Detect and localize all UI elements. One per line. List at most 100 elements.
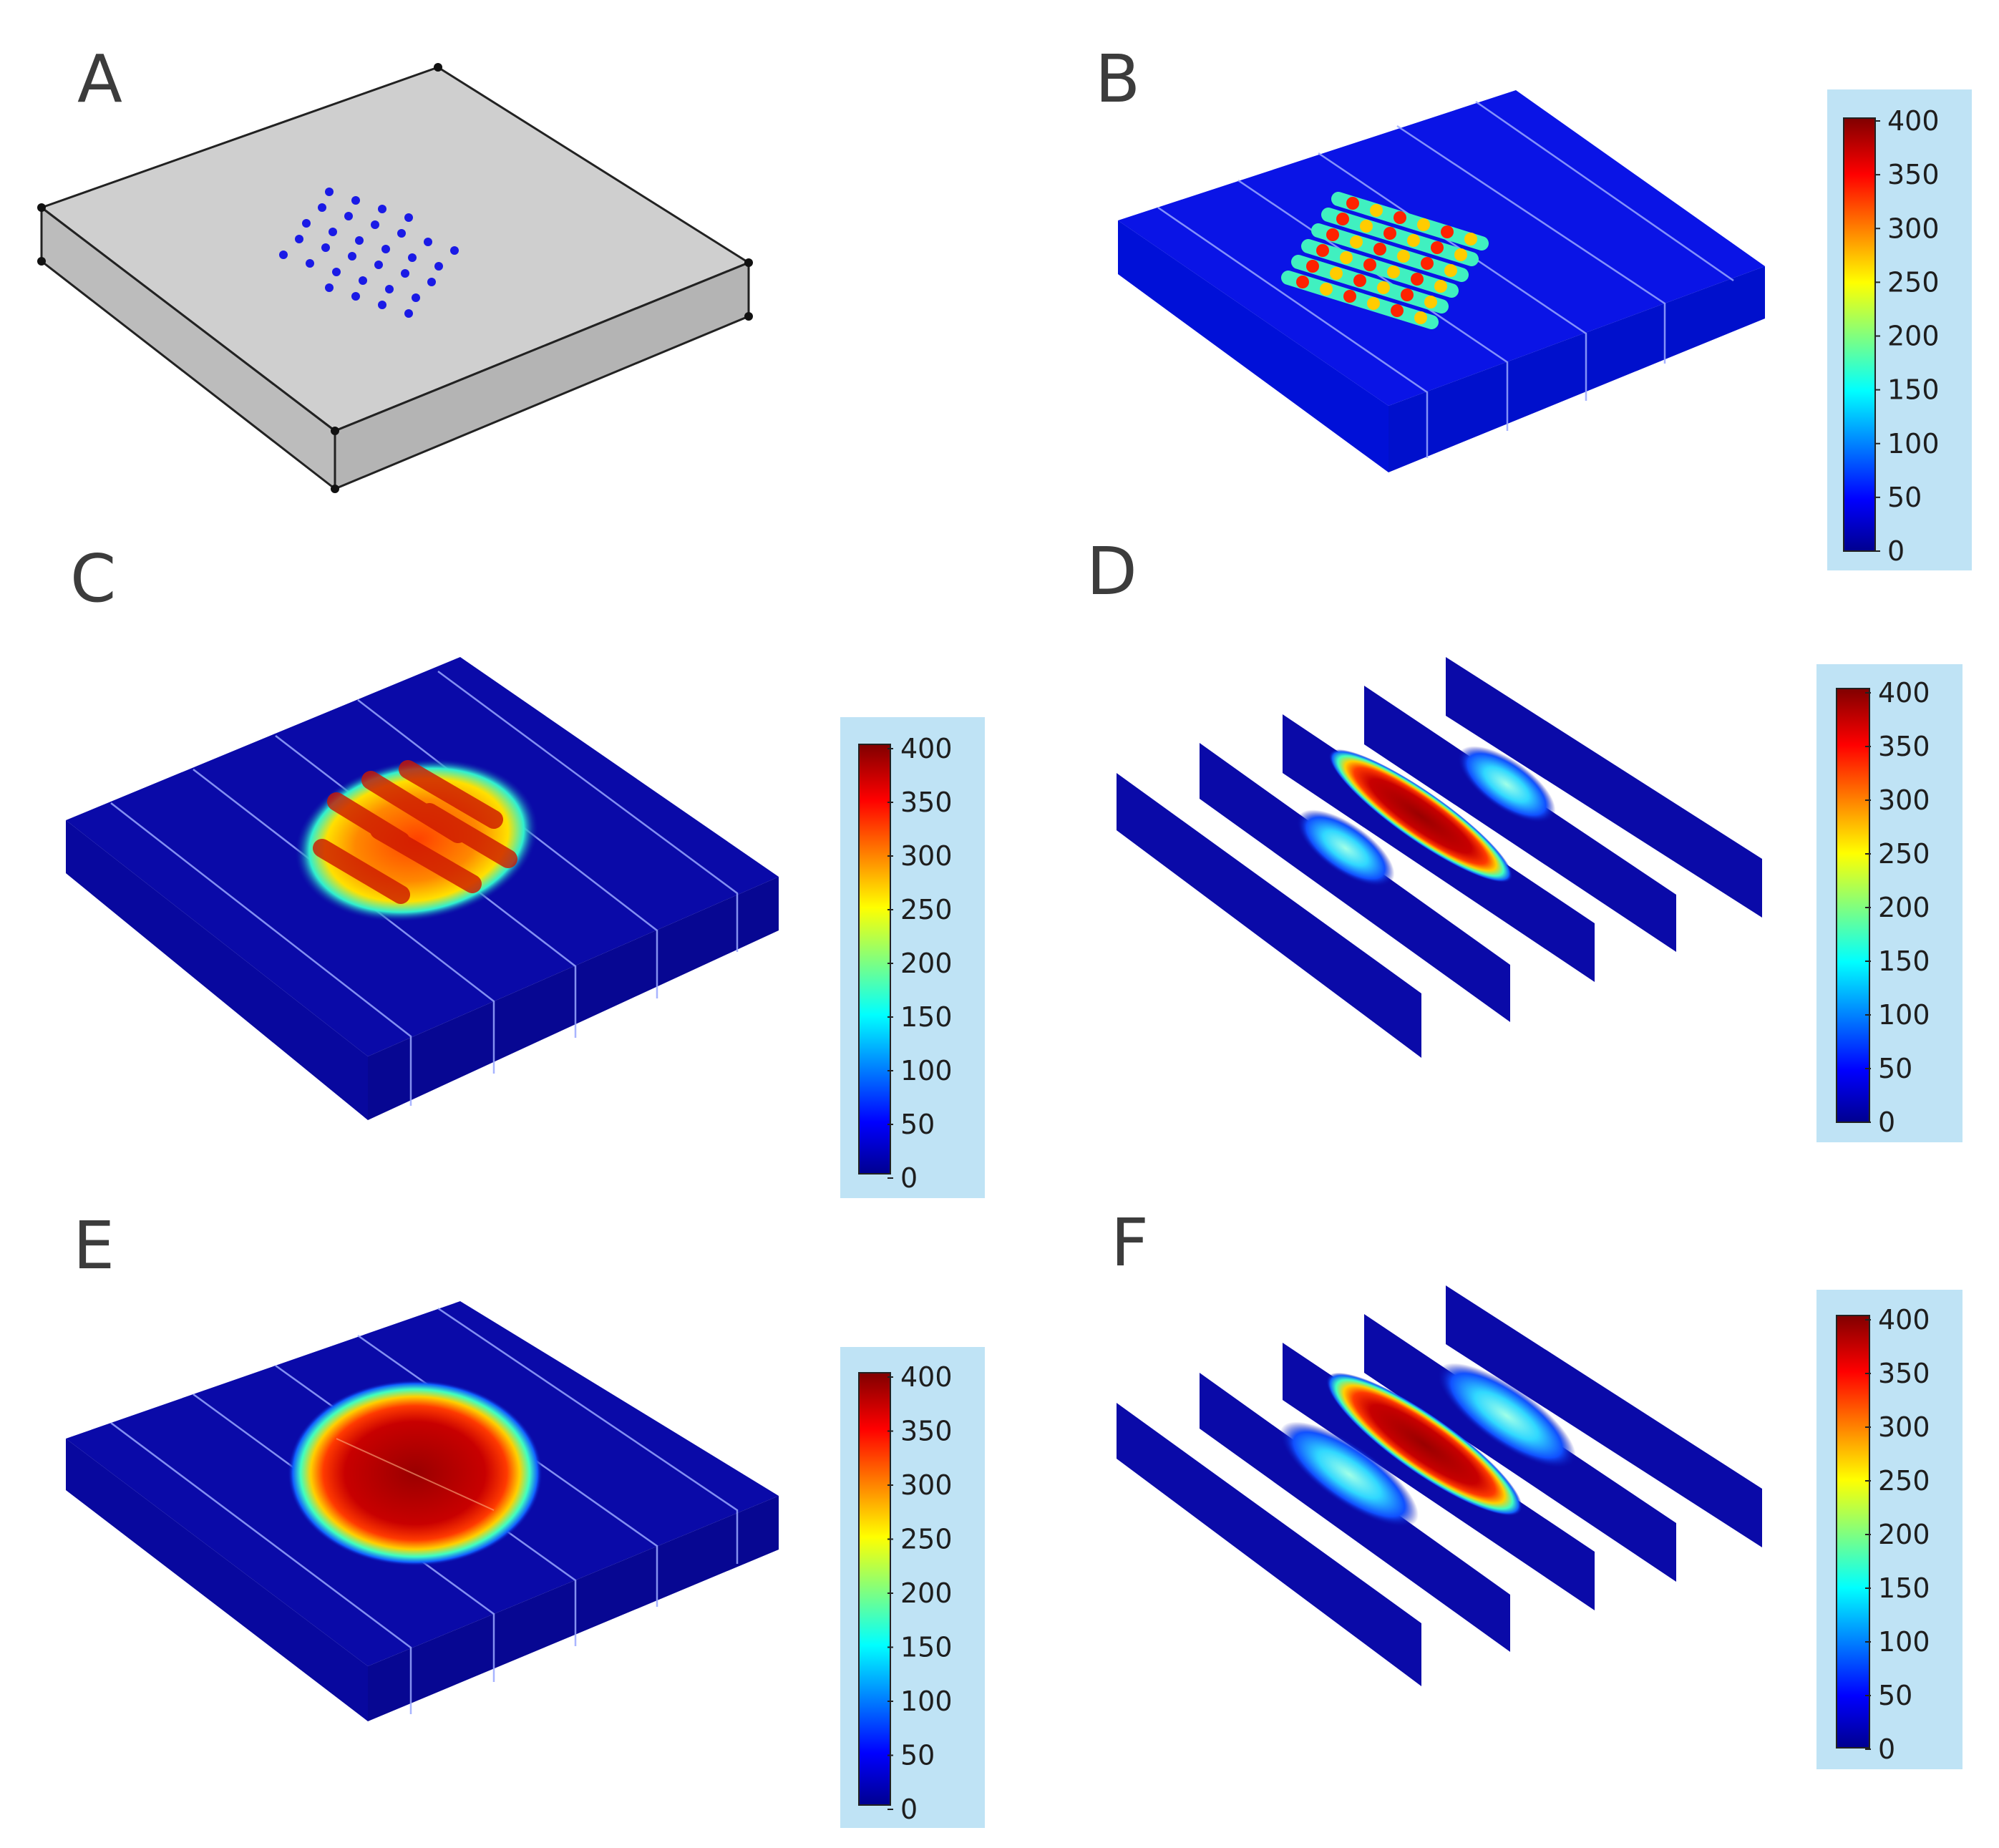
- colorbar-tick-label: 150: [900, 1632, 953, 1663]
- colorbar-tick-label: 250: [900, 1524, 953, 1555]
- heat-band: [1321, 208, 1479, 266]
- heat-spot: [1424, 296, 1437, 308]
- needle-point: [355, 236, 364, 245]
- heat-spot: [1330, 267, 1343, 280]
- heat-spot: [1360, 220, 1373, 233]
- colorbar-tick-label: 0: [1887, 535, 1905, 567]
- colorbar-tick-label: 100: [1878, 999, 1930, 1031]
- colorbar-tick-label: 200: [1878, 1519, 1930, 1550]
- heat-spot: [1411, 273, 1424, 286]
- vertex-markers: [37, 63, 753, 493]
- heat-spot: [1367, 297, 1380, 310]
- panel-b: B 400 350 300 250 200 150 100 50 0: [1095, 41, 1972, 570]
- colorbar-tick-label: 50: [1878, 1053, 1912, 1084]
- needle-point: [371, 220, 379, 229]
- needle-point: [329, 228, 337, 236]
- colorbar-tick-label: 200: [900, 948, 953, 979]
- panel-label-c: C: [70, 540, 116, 617]
- panel-f: F 400 350 300 250 200 150 100 50 0: [1111, 1205, 1962, 1769]
- colorbar-tick-label: 300: [1878, 784, 1930, 816]
- heat-spots-b: [1281, 192, 1489, 329]
- colorbar-tick-label: 300: [1887, 213, 1940, 244]
- needle-point: [348, 252, 356, 261]
- needle-point: [325, 188, 334, 196]
- needle-point: [306, 259, 314, 268]
- needle-point: [325, 283, 334, 292]
- field-slab-e: [66, 1301, 779, 1721]
- needle-point: [385, 285, 394, 293]
- colorbar-tick-label: 50: [900, 1740, 935, 1771]
- colorbar-tick-label: 300: [900, 840, 953, 872]
- colorbar-tick-label: 150: [1878, 945, 1930, 977]
- colorbar-d: 400 350 300 250 200 150 100 50 0: [1816, 664, 1962, 1142]
- heat-spot: [1296, 276, 1309, 288]
- colorbar-tick-label: 250: [900, 894, 953, 925]
- heat-spot: [1397, 250, 1410, 263]
- panel-label-e: E: [73, 1207, 115, 1284]
- colorbar-tick-label: 150: [1878, 1572, 1930, 1604]
- heat-spot: [1316, 244, 1329, 257]
- colorbar-tick-label: 0: [900, 1162, 918, 1194]
- needle-point: [374, 261, 383, 269]
- colorbar-tick-label: 350: [1878, 731, 1930, 762]
- needle-point: [427, 278, 436, 286]
- colorbar-tick-label: 50: [1887, 482, 1922, 513]
- needle-point: [404, 309, 413, 318]
- heat-spot: [1417, 218, 1430, 231]
- heat-spot: [1394, 211, 1406, 224]
- heat-spot: [1407, 234, 1420, 247]
- needle-point: [412, 293, 420, 302]
- panel-label-d: D: [1086, 533, 1137, 610]
- colorbar-tick-label: 200: [1878, 892, 1930, 923]
- heat-spot: [1306, 260, 1319, 273]
- colorbar-tick-label: 150: [1887, 374, 1940, 406]
- colorbar-tick-label: 150: [900, 1001, 953, 1033]
- colorbar-tick-label: 400: [1878, 1304, 1930, 1336]
- needle-point: [302, 219, 311, 228]
- heat-spot: [1464, 233, 1477, 245]
- colorbar-tick-label: 100: [1887, 428, 1940, 459]
- heat-spot: [1414, 311, 1427, 324]
- needle-point: [424, 238, 432, 246]
- slab-top-face: [39, 66, 752, 432]
- panel-label-a: A: [77, 41, 122, 117]
- needle-point: [378, 301, 386, 309]
- field-slab-c: [66, 657, 779, 1120]
- needle-point: [408, 253, 417, 262]
- geometry-slab: [37, 63, 753, 493]
- heat-spot: [1346, 197, 1359, 210]
- colorbar-tick-label: 350: [1878, 1358, 1930, 1389]
- colorbar-tick-label: 300: [1878, 1411, 1930, 1443]
- colorbar-tick-label: 350: [900, 787, 953, 818]
- heat-spot: [1363, 258, 1376, 271]
- colorbar-tick-label: 50: [1878, 1680, 1912, 1711]
- colorbar-b: 400 350 300 250 200 150 100 50 0: [1827, 89, 1972, 570]
- colorbar-tick-label: 400: [1887, 105, 1940, 137]
- needle-point: [450, 246, 459, 255]
- heat-spot: [1373, 243, 1386, 256]
- panel-label-b: B: [1095, 41, 1140, 117]
- needle-point: [359, 276, 367, 285]
- heat-band: [1291, 255, 1449, 313]
- colorbar-e: 400 350 300 250 200 150 100 50 0: [840, 1347, 985, 1828]
- needle-point: [295, 235, 303, 243]
- heat-spot: [1350, 235, 1363, 248]
- needle-point: [397, 229, 406, 238]
- heat-spot: [1377, 281, 1390, 294]
- heat-spot: [1401, 288, 1414, 301]
- needle-point: [434, 262, 443, 271]
- heat-spot: [1387, 266, 1400, 278]
- heat-spot: [1370, 204, 1383, 217]
- heat-spot: [1431, 241, 1444, 254]
- heat-band: [1301, 239, 1459, 298]
- needle-point: [401, 269, 409, 278]
- panel-label-f: F: [1111, 1205, 1149, 1281]
- colorbar-tick-label: 200: [1887, 321, 1940, 352]
- heat-spot: [1336, 213, 1349, 225]
- field-slices-d: [1117, 657, 1762, 1058]
- colorbar-tick-label: 250: [1878, 838, 1930, 870]
- field-slab-b: [1118, 90, 1765, 472]
- heat-band: [1281, 271, 1439, 329]
- field-slices-f: [1117, 1285, 1762, 1686]
